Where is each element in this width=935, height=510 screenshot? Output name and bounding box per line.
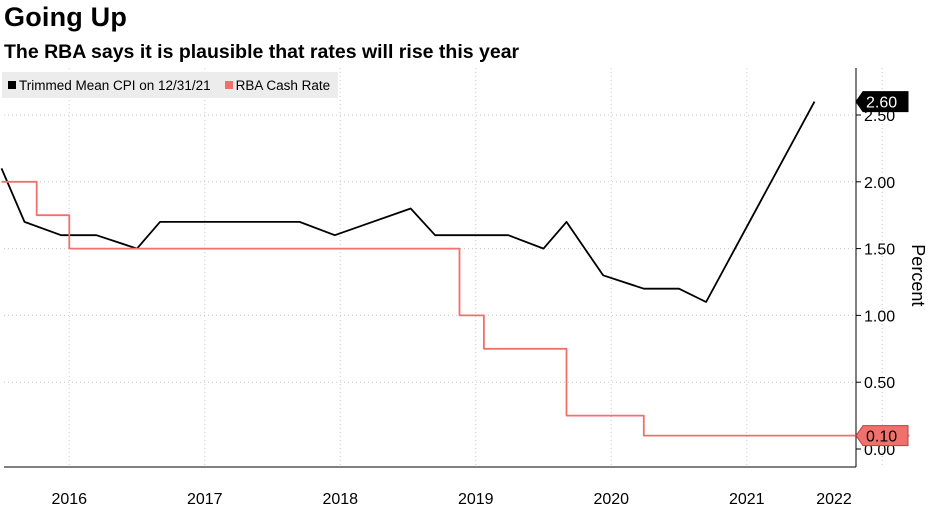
series-layer (0, 101, 910, 437)
cash-rate-last-value-tag-text: 0.10 (866, 429, 897, 446)
cpi-last-value-tag-shape (855, 91, 909, 113)
cash-rate-last-value-tag-shape (855, 425, 909, 447)
cash-rate-series-line (1, 180, 910, 437)
cash-rate-last-value-tag: 0.10 (855, 425, 909, 447)
x-tick-label: 2019 (458, 491, 494, 508)
cpi-last-value-tag-text: 2.60 (866, 95, 897, 112)
legend: Trimmed Mean CPI on 12/31/21 RBA Cash Ra… (2, 72, 339, 98)
legend-label-cash-rate: RBA Cash Rate (235, 77, 331, 93)
x-tick-label: 2016 (51, 491, 87, 508)
line-chart: 0.00 0.50 1.00 1.50 2.00 2.50 2016 2017 2018 2019… (0, 68, 928, 508)
grid (4, 68, 883, 467)
y-tick-label: 1.50 (864, 242, 895, 259)
legend-swatch-cash-rate (224, 81, 233, 89)
y-tick-label: 2.50 (864, 108, 895, 125)
legend-item-cash-rate: RBA Cash Rate (224, 77, 331, 93)
x-tick-label: 2018 (322, 491, 358, 508)
y-tick-label: 2.00 (864, 175, 895, 192)
x-tick-label: 2022 (816, 491, 852, 508)
chart-subtitle: The RBA says it is plausible that rates … (4, 41, 520, 63)
x-tick-label: 2021 (729, 491, 765, 508)
labels: 0.00 0.50 1.00 1.50 2.00 2.50 2016 2017 2018 2019… (51, 91, 928, 508)
chart-title: Going Up (4, 2, 128, 32)
x-tick-label: 2020 (593, 491, 629, 508)
x-tick-label: 2017 (187, 491, 223, 508)
y-tick-label: 0.00 (864, 442, 895, 459)
y-tick-label: 0.50 (864, 375, 895, 392)
legend-item-cpi: Trimmed Mean CPI on 12/31/21 (8, 78, 211, 93)
legend-swatch-cpi (8, 81, 16, 89)
y-axis-title: Percent (908, 244, 928, 306)
legend-label-cpi: Trimmed Mean CPI on 12/31/21 (19, 77, 211, 93)
axes (4, 68, 861, 468)
y-tick-label: 1.00 (864, 308, 895, 325)
cpi-series-line (0, 101, 816, 303)
cpi-last-value-tag: 2.60 (855, 91, 909, 113)
